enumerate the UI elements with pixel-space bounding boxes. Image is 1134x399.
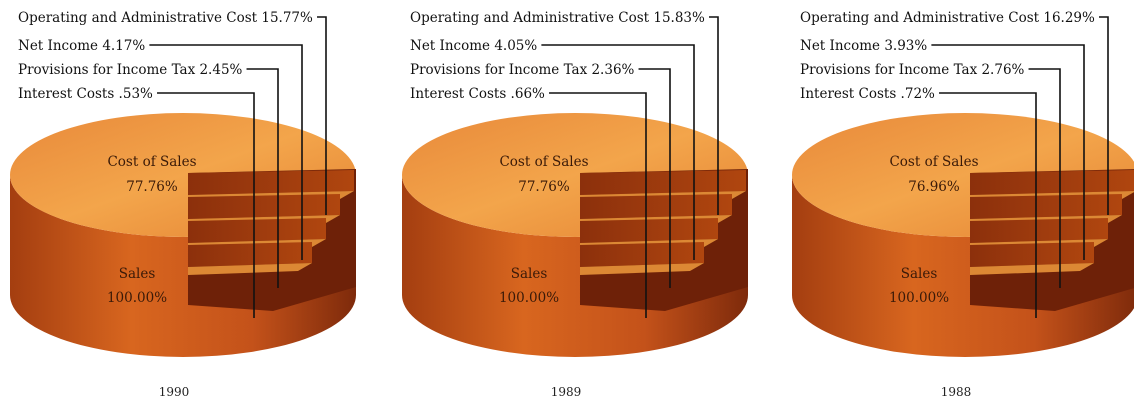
slice-label-3: Provisions for Income Tax 2.76% [800,62,1025,78]
leader-line-4 [549,92,647,318]
slice-label-3: Provisions for Income Tax 2.45% [18,62,243,78]
slice-step-1 [580,170,746,195]
sales-label: Sales [901,266,938,282]
leader-line-2 [931,44,1085,260]
cost-of-sales-value: 76.96% [908,179,960,195]
slice-label-3: Provisions for Income Tax 2.36% [410,62,635,78]
sales-label: Sales [511,266,548,282]
slice-step-4 [188,242,312,267]
cost-of-sales-label: Cost of Sales [107,154,196,170]
cost-of-sales-value: 77.76% [126,179,178,195]
sales-value: 100.00% [499,290,559,306]
pie-side [10,175,356,357]
slice-label-4: Interest Costs .53% [18,86,153,102]
year-label: 1990 [159,385,190,399]
slice-step-face-4 [188,263,312,275]
leader-line-2 [541,44,695,260]
slice-step-face-4 [580,263,704,275]
slice-label-4: Interest Costs .66% [410,86,545,102]
year-label: 1988 [941,385,972,399]
sales-value: 100.00% [107,290,167,306]
cost-of-sales-label: Cost of Sales [889,154,978,170]
slice-step-3 [970,218,1108,243]
slice-step-1 [970,170,1134,195]
leader-line-4 [939,92,1037,318]
slice-label-2: Net Income 3.93% [800,38,927,54]
sales-label: Sales [119,266,156,282]
pie-side [402,175,748,357]
pie-chart-1990: Operating and Administrative Cost 15.77%… [10,10,356,399]
slice-label-2: Net Income 4.05% [410,38,537,54]
pie-chart-1988: Operating and Administrative Cost 16.29%… [792,10,1134,399]
slice-step-face-4 [970,263,1094,275]
slice-step-4 [580,242,704,267]
sales-value: 100.00% [889,290,949,306]
slice-label-1: Operating and Administrative Cost 16.29% [800,10,1095,26]
slice-step-4 [970,242,1094,267]
cost-of-sales-label: Cost of Sales [499,154,588,170]
pie-chart-1989: Operating and Administrative Cost 15.83%… [402,10,748,399]
leader-line-4 [157,92,255,318]
slice-label-1: Operating and Administrative Cost 15.77% [18,10,313,26]
slice-step-2 [970,194,1122,219]
slice-step-3 [580,218,718,243]
leader-line-2 [149,44,303,260]
cost-of-sales-value: 77.76% [518,179,570,195]
pie-side [792,175,1134,357]
leader-line-1 [709,16,719,215]
leader-line-3 [1028,68,1061,288]
leader-line-3 [246,68,279,288]
slice-step-2 [580,194,732,219]
leader-line-3 [638,68,671,288]
year-label: 1989 [551,385,582,399]
leader-line-1 [1099,16,1109,215]
slice-label-1: Operating and Administrative Cost 15.83% [410,10,705,26]
slice-step-2 [188,194,340,219]
slice-label-4: Interest Costs .72% [800,86,935,102]
slice-label-2: Net Income 4.17% [18,38,145,54]
slice-step-1 [188,170,354,195]
leader-line-1 [317,16,327,215]
slice-step-3 [188,218,326,243]
